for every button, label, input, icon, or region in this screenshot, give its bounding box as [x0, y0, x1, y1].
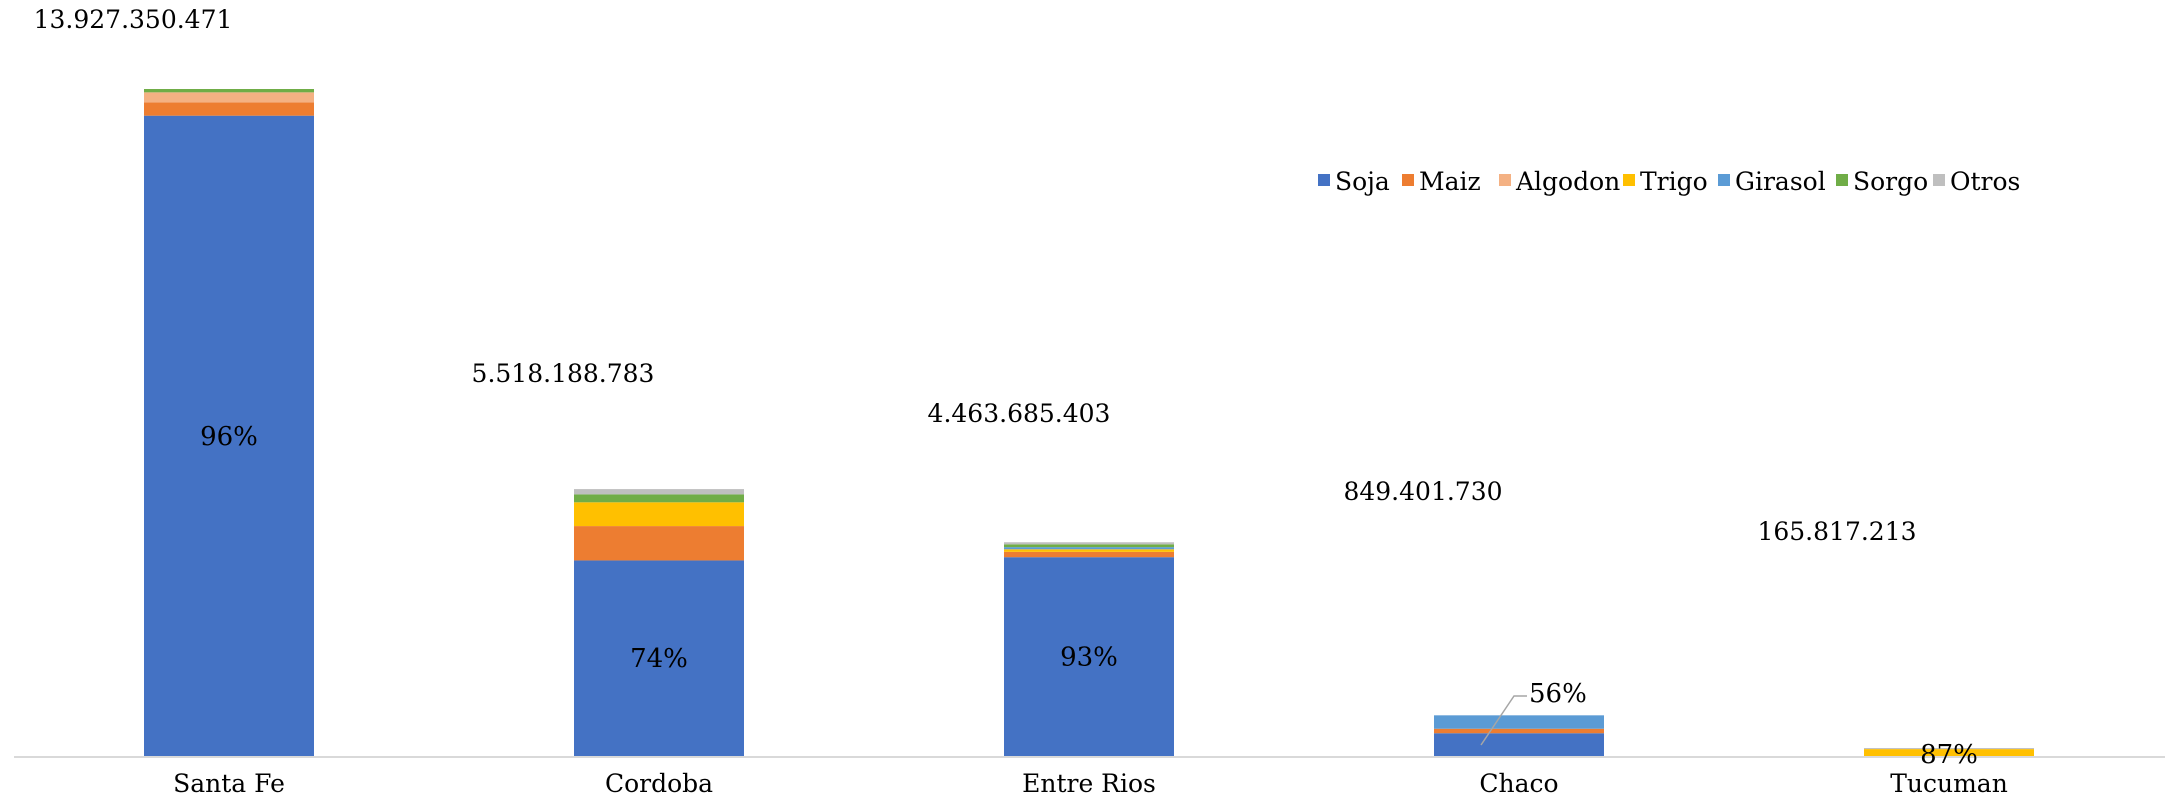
x-tick-tucuman: Tucuman	[1890, 769, 2008, 798]
bar-santa-fe-maiz	[144, 102, 314, 116]
bar-chaco-maiz	[1434, 728, 1604, 734]
bar-santa-fe-sorgo	[144, 89, 314, 93]
bar-entre-rios-soja	[1004, 557, 1174, 756]
x-tick-entre-rios: Entre Rios	[1022, 769, 1156, 798]
legend-swatch-sorgo	[1836, 174, 1848, 186]
x-tick-santa-fe: Santa Fe	[173, 769, 285, 798]
legend-label-trigo: Trigo	[1640, 167, 1708, 196]
legend-label-maiz: Maiz	[1419, 167, 1481, 196]
bar-tucuman-trigo	[1864, 749, 2034, 756]
legend-label-girasol: Girasol	[1735, 167, 1826, 196]
bar-cordoba-trigo	[574, 502, 744, 527]
bar-cordoba-maiz	[574, 526, 744, 561]
bar-cordoba-otros	[574, 489, 744, 495]
bar-entre-rios-trigo	[1004, 549, 1174, 552]
bar-santa-fe-soja	[144, 115, 314, 757]
bar-entre-rios-girasol	[1004, 547, 1174, 550]
percent-labels: 96% 74% 93% 56% 87%	[200, 422, 1978, 770]
bar-cordoba-sorgo	[574, 494, 744, 503]
total-label-santa-fe: 13.927.350.471	[34, 5, 233, 34]
callout-line-chaco	[1480, 695, 1527, 746]
x-tick-cordoba: Cordoba	[605, 769, 713, 798]
legend-label-soja: Soja	[1335, 167, 1390, 196]
legend-swatch-girasol	[1718, 174, 1730, 186]
bar-stacks	[144, 89, 2034, 757]
legend-label-sorgo: Sorgo	[1853, 167, 1928, 196]
legend-label-algodon: Algodon	[1515, 167, 1620, 196]
bar-tucuman-otros	[1864, 748, 2034, 750]
legend-swatch-otros	[1933, 174, 1945, 186]
legend: Soja Maiz Algodon Trigo Girasol Sorgo Otros	[1318, 167, 2020, 196]
pct-label-entre-rios: 93%	[1060, 643, 1118, 673]
legend-swatch-maiz	[1402, 174, 1414, 186]
pct-label-chaco: 56%	[1529, 679, 1587, 709]
x-tick-labels: Santa Fe Cordoba Entre Rios Chaco Tucuman	[173, 769, 2008, 798]
pct-label-cordoba: 74%	[630, 644, 688, 674]
pct-label-santa-fe: 96%	[200, 422, 258, 452]
total-labels: 13.927.350.471 5.518.188.783 4.463.685.403…	[34, 5, 1917, 546]
x-tick-chaco: Chaco	[1479, 769, 1558, 798]
bar-santa-fe-algodon	[144, 92, 314, 103]
pct-label-tucuman: 87%	[1920, 740, 1978, 770]
total-label-entre-rios: 4.463.685.403	[928, 399, 1111, 428]
bar-cordoba-soja	[574, 560, 744, 756]
bar-chaco-girasol	[1434, 715, 1604, 729]
total-label-chaco: 849.401.730	[1343, 477, 1502, 506]
legend-swatch-algodon	[1499, 174, 1511, 186]
legend-swatch-trigo	[1623, 174, 1635, 186]
total-label-cordoba: 5.518.188.783	[472, 359, 655, 388]
legend-swatch-soja	[1318, 174, 1330, 186]
bar-entre-rios-sorgo	[1004, 544, 1174, 548]
bar-entre-rios-otros	[1004, 542, 1174, 545]
bar-chaco-soja	[1434, 733, 1604, 756]
total-label-tucuman: 165.817.213	[1757, 517, 1916, 546]
legend-label-otros: Otros	[1950, 167, 2020, 196]
bar-entre-rios-maiz	[1004, 551, 1174, 558]
